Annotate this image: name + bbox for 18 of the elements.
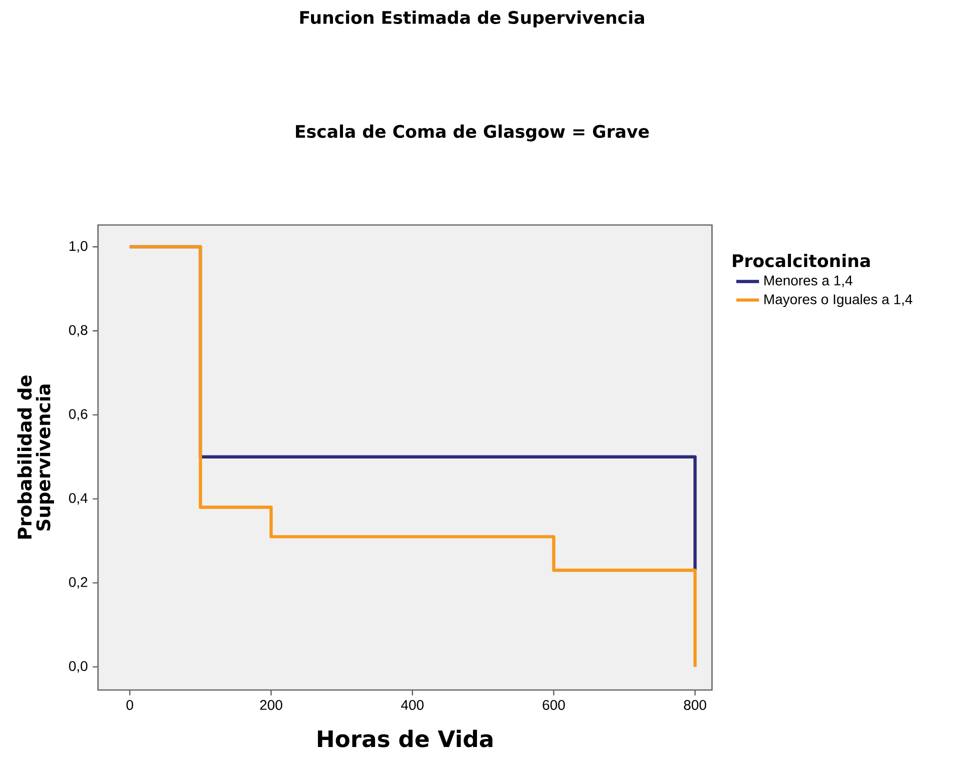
legend-label: Menores a 1,4: [764, 276, 852, 288]
x-tick-label: 800: [684, 700, 706, 710]
y-axis-title: Probabilidad de Supervivencia: [17, 375, 54, 539]
legend-label: Mayores o Iguales a 1,4: [764, 294, 912, 308]
y-tick-label: 0,2: [69, 577, 88, 589]
y-tick-label: 0,6: [69, 409, 88, 421]
x-tick-label: 200: [260, 700, 282, 710]
y-tick-label: 0,4: [69, 493, 88, 505]
legend-title: Procalcitonina: [732, 254, 870, 268]
x-tick-label: 600: [542, 700, 565, 710]
chart-subtitle: Escala de Coma de Glasgow = Grave: [296, 124, 649, 142]
y-tick-label: 0,0: [69, 661, 88, 673]
chart-title: Funcion Estimada de Supervivencia: [300, 10, 644, 28]
x-axis-title: Horas de Vida: [318, 730, 492, 748]
y-tick-label: 0,8: [69, 325, 88, 337]
x-tick-label: 400: [401, 700, 424, 710]
y-tick-label: 1,0: [70, 241, 88, 253]
x-tick-label: 0: [126, 700, 134, 710]
